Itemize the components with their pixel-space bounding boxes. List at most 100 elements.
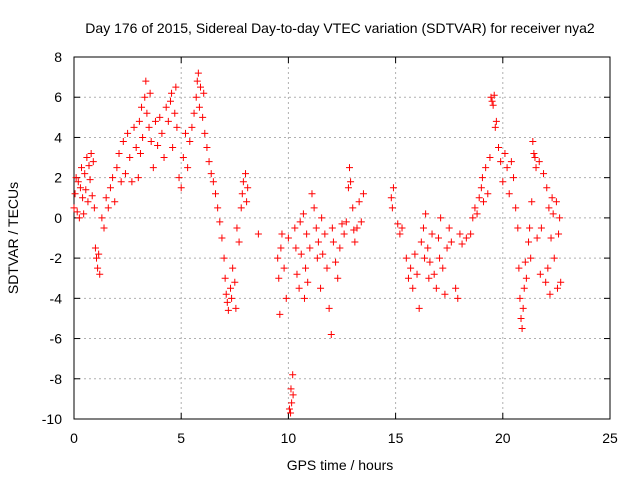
data-point: [424, 244, 432, 252]
data-point: [95, 250, 103, 258]
data-point: [299, 210, 307, 218]
data-point: [545, 204, 553, 212]
data-point: [520, 284, 528, 292]
data-point: [434, 234, 442, 242]
data-point: [143, 109, 151, 117]
data-point: [207, 170, 215, 178]
data-point: [104, 204, 112, 212]
data-point: [212, 190, 220, 198]
data-point: [297, 250, 305, 258]
data-point: [473, 210, 481, 218]
data-point: [456, 230, 464, 238]
data-point: [280, 264, 288, 272]
data-point: [548, 194, 556, 202]
data-point: [75, 214, 83, 222]
data-point: [497, 158, 505, 166]
data-point: [488, 97, 496, 105]
data-point: [214, 204, 222, 212]
data-point: [527, 254, 535, 262]
data-point: [222, 290, 230, 298]
data-point: [323, 264, 331, 272]
data-point: [135, 117, 143, 125]
data-point: [353, 224, 361, 232]
data-point: [388, 204, 396, 212]
data-point: [147, 137, 155, 145]
data-point: [96, 270, 104, 278]
data-point: [179, 154, 187, 162]
data-point: [334, 274, 342, 282]
data-point: [547, 234, 555, 242]
data-point: [552, 198, 560, 206]
data-point: [85, 162, 93, 170]
data-point: [278, 230, 286, 238]
data-point: [355, 198, 363, 206]
data-point: [145, 123, 153, 131]
data-point: [436, 254, 444, 262]
data-point: [445, 224, 453, 232]
data-point: [79, 194, 87, 202]
data-point: [113, 164, 121, 172]
data-point: [201, 129, 209, 137]
data-point: [314, 238, 322, 246]
data-point: [531, 154, 539, 162]
data-point: [285, 405, 293, 413]
data-point: [195, 103, 203, 111]
y-axis-label: SDTVAR / TECUs: [5, 182, 21, 294]
data-point: [329, 238, 337, 246]
data-point: [514, 224, 522, 232]
data-point: [492, 117, 500, 125]
data-points: [70, 69, 565, 417]
data-point: [169, 144, 177, 151]
data-point: [254, 230, 262, 238]
data-point: [106, 184, 114, 192]
data-point: [349, 204, 357, 212]
y-tick-label: -4: [50, 290, 63, 306]
data-point: [555, 230, 563, 238]
data-point: [172, 83, 180, 91]
data-point: [425, 274, 433, 282]
data-point: [223, 298, 231, 306]
data-point: [173, 123, 181, 131]
data-point: [419, 224, 427, 232]
data-point: [218, 234, 226, 242]
data-point: [181, 129, 189, 137]
data-point: [235, 238, 243, 246]
data-point: [184, 164, 192, 172]
data-point: [421, 254, 429, 262]
data-point: [73, 208, 81, 216]
data-point: [471, 204, 479, 212]
data-point: [328, 224, 336, 232]
data-point: [528, 198, 536, 206]
data-point: [319, 250, 327, 258]
data-point: [313, 254, 321, 262]
data-point: [291, 224, 299, 232]
data-point: [553, 284, 561, 292]
grid-lines: [74, 57, 610, 419]
data-point: [91, 244, 99, 252]
data-point: [149, 164, 157, 172]
data-point: [300, 294, 308, 302]
data-point: [284, 234, 292, 242]
data-point: [227, 284, 235, 292]
data-point: [83, 154, 91, 162]
data-point: [342, 218, 350, 226]
data-point: [402, 254, 410, 262]
data-point: [274, 254, 282, 262]
data-point: [93, 254, 101, 262]
data-point: [139, 133, 147, 141]
data-point: [306, 244, 314, 252]
data-point: [228, 294, 236, 302]
data-point: [87, 150, 95, 158]
data-point: [519, 304, 527, 312]
data-point: [190, 109, 198, 117]
data-point: [119, 137, 127, 145]
data-point: [88, 192, 96, 200]
y-tick-label: 2: [54, 170, 62, 186]
data-point: [154, 141, 162, 149]
data-point: [321, 230, 329, 238]
data-point: [537, 224, 545, 232]
data-point: [490, 91, 498, 99]
data-point: [115, 150, 123, 158]
data-point: [216, 218, 224, 226]
data-point: [132, 144, 140, 151]
